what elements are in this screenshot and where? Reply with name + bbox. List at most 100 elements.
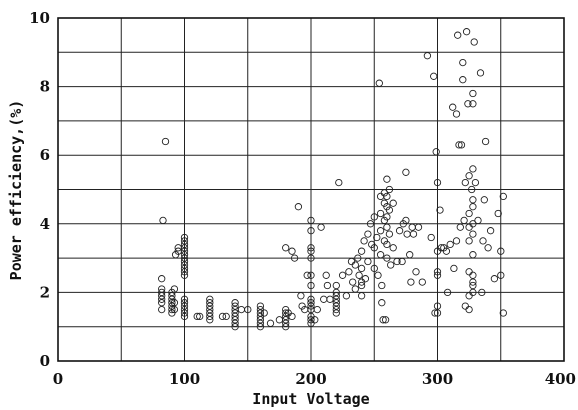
data-point <box>403 230 411 238</box>
x-axis-ticks: 0 100 200 300 400 <box>53 370 576 388</box>
data-point <box>381 316 390 324</box>
data-point <box>158 292 166 300</box>
data-point <box>231 302 239 310</box>
data-point <box>317 223 325 231</box>
data-point <box>256 316 265 324</box>
data-point <box>170 299 179 307</box>
data-point <box>457 141 466 149</box>
data-point <box>385 206 394 214</box>
data-point <box>364 257 372 266</box>
data-point <box>170 305 179 314</box>
data-point <box>469 230 477 238</box>
data-point <box>433 302 442 310</box>
data-point <box>307 227 315 235</box>
data-point <box>383 175 391 183</box>
data-point <box>193 312 201 321</box>
data-point <box>468 185 476 194</box>
data-point <box>158 295 166 303</box>
data-point <box>414 223 423 231</box>
data-point <box>180 244 189 252</box>
data-point <box>364 230 372 238</box>
data-point <box>469 196 477 204</box>
data-point <box>158 299 166 307</box>
data-point <box>470 38 478 46</box>
data-point <box>351 285 359 293</box>
data-point <box>180 257 189 266</box>
data-point <box>196 312 204 321</box>
data-point <box>490 275 499 283</box>
data-point <box>231 316 239 324</box>
data-point <box>383 254 391 262</box>
data-point <box>374 271 382 279</box>
data-point <box>480 196 488 204</box>
data-point <box>357 247 366 255</box>
data-point <box>282 244 290 252</box>
data-point <box>469 281 477 290</box>
x-axis-title: Input Voltage <box>252 390 369 408</box>
data-point <box>231 299 239 307</box>
data-point <box>357 264 366 273</box>
data-point <box>332 309 340 317</box>
data-point <box>376 192 385 201</box>
data-point <box>407 278 415 286</box>
data-point <box>180 247 189 255</box>
data-point <box>332 305 340 314</box>
data-point <box>168 299 176 307</box>
data-point <box>387 261 395 269</box>
data-point <box>471 178 480 187</box>
data-point <box>389 199 397 207</box>
data-point <box>436 206 444 214</box>
data-point <box>385 230 394 238</box>
data-point <box>459 76 467 84</box>
data-point <box>237 305 246 314</box>
data-point <box>402 216 410 225</box>
data-point <box>170 285 179 293</box>
data-point <box>461 302 469 310</box>
data-point <box>469 203 477 211</box>
data-point <box>307 281 315 290</box>
x-tick-label: 400 <box>545 370 576 388</box>
data-point <box>161 137 170 146</box>
data-point <box>437 244 445 252</box>
data-point <box>385 185 394 194</box>
data-point <box>347 257 356 266</box>
data-point <box>206 312 214 321</box>
data-point <box>370 244 378 252</box>
data-point <box>454 31 462 39</box>
data-point <box>282 316 290 324</box>
data-point <box>366 220 375 228</box>
data-point <box>332 281 340 290</box>
data-point <box>307 254 315 262</box>
data-point <box>355 271 363 279</box>
x-tick-label: 100 <box>169 370 200 388</box>
data-point <box>459 58 467 67</box>
y-tick-label: 10 <box>29 9 50 27</box>
data-point <box>307 247 315 255</box>
data-point <box>450 264 458 273</box>
data-point <box>452 110 461 118</box>
data-point <box>478 288 486 297</box>
data-point <box>469 278 477 286</box>
data-point <box>412 268 420 276</box>
data-point <box>383 240 391 249</box>
data-point <box>465 268 473 276</box>
y-axis-ticks: 0 2 4 6 8 10 <box>29 9 50 370</box>
data-point <box>180 268 189 276</box>
y-tick-label: 0 <box>40 352 50 370</box>
data-point <box>180 264 189 273</box>
data-point <box>288 247 296 255</box>
data-point <box>206 302 214 310</box>
data-point <box>462 28 471 36</box>
data-point <box>479 237 487 245</box>
data-point <box>323 281 332 290</box>
y-axis-title: Power efficiency,(%) <box>7 100 25 281</box>
data-point <box>474 216 482 225</box>
data-point <box>370 213 378 221</box>
data-point <box>158 305 166 314</box>
data-point <box>332 302 340 310</box>
data-point <box>180 271 189 279</box>
data-point <box>486 227 495 235</box>
data-point <box>158 288 166 297</box>
data-point <box>465 305 473 314</box>
